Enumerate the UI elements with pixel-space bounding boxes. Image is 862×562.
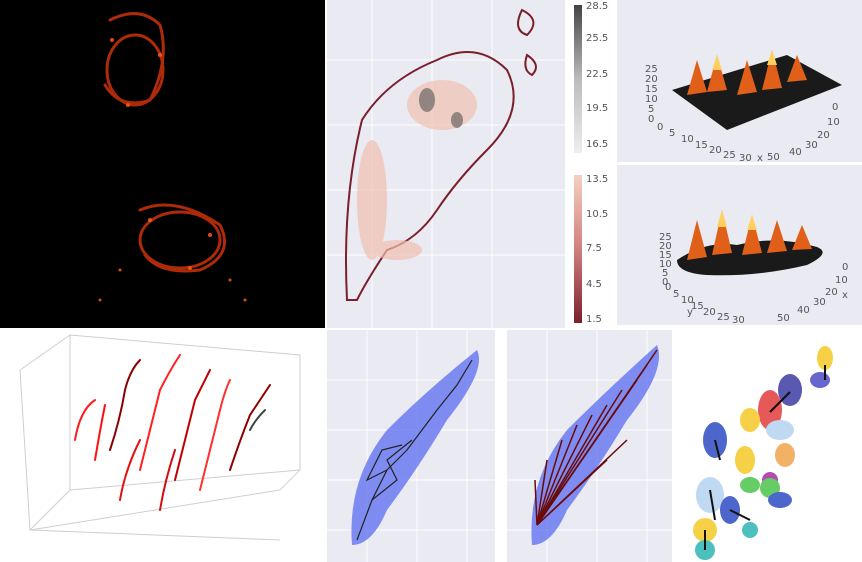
y-tick: 0 <box>657 122 663 133</box>
x-tick: 10 <box>827 117 840 128</box>
y-tick: 10 <box>681 134 694 145</box>
colorbar-tick: 16.5 <box>586 139 609 150</box>
x-tick: 40 <box>797 305 810 316</box>
x-tick: 0 <box>832 102 838 113</box>
colorbar: 28.5 25.5 22.5 19.5 16.5 13.5 10.5 7.5 4… <box>570 0 615 328</box>
fan-lines-plot <box>507 330 672 562</box>
y-tick: 5 <box>673 289 679 300</box>
colorbar-lower <box>574 175 582 323</box>
z-tick: 0 <box>662 277 668 288</box>
colorbar-tick: 10.5 <box>586 209 609 220</box>
graph-network-plot <box>327 330 495 562</box>
colorbar-tick: 13.5 <box>586 174 609 185</box>
x-tick: 20 <box>825 287 838 298</box>
trajectory-3d-plot <box>0 330 320 562</box>
surface-plot-bottom: 25 20 15 10 5 0 0 5 10 15 20 25 30 y 0 1… <box>617 165 862 325</box>
z-tick: 25 <box>645 64 658 75</box>
z-tick: 15 <box>645 84 658 95</box>
y-tick: 30 <box>732 315 745 325</box>
z-tick: 5 <box>648 104 654 115</box>
y-tick: 15 <box>691 301 704 312</box>
y-tick: 0 <box>665 282 671 293</box>
y-tick: 25 <box>723 150 736 161</box>
colorbar-tick: 19.5 <box>586 103 609 114</box>
x-tick: 0 <box>842 262 848 273</box>
microscopy-image <box>0 0 325 328</box>
z-tick: 20 <box>645 74 658 85</box>
x-axis-label: x <box>842 290 848 301</box>
x-tick: 10 <box>835 275 848 286</box>
z-tick: 25 <box>659 232 672 243</box>
ellipse-clusters-plot <box>680 330 862 562</box>
y-axis-label: y <box>687 307 693 318</box>
z-tick: 20 <box>659 241 672 252</box>
colorbar-tick: 7.5 <box>586 243 602 254</box>
x-tick: 30 <box>805 140 818 151</box>
colorbar-tick: 1.5 <box>586 314 602 325</box>
y-tick: 10 <box>681 295 694 306</box>
y-tick: 5 <box>669 128 675 139</box>
colorbar-tick: 22.5 <box>586 69 609 80</box>
y-tick: 25 <box>717 312 730 323</box>
y-tick: 15 <box>695 140 708 151</box>
x-tick: 30 <box>813 297 826 308</box>
x-tick: 50 <box>767 152 780 162</box>
z-tick: 10 <box>645 94 658 105</box>
colorbar-upper <box>574 5 582 153</box>
y-tick: 20 <box>709 145 722 156</box>
x-tick: 20 <box>817 130 830 141</box>
z-tick: 15 <box>659 250 672 261</box>
colorbar-tick: 4.5 <box>586 279 602 290</box>
colorbar-tick: 25.5 <box>586 33 609 44</box>
y-tick: 20 <box>703 307 716 318</box>
x-tick: 50 <box>777 313 790 324</box>
z-tick: 10 <box>659 259 672 270</box>
z-tick: 5 <box>662 268 668 279</box>
colorbar-tick: 28.5 <box>586 1 609 12</box>
z-tick: 0 <box>648 114 654 125</box>
y-tick: 30 <box>739 153 752 162</box>
contour-plot <box>327 0 565 328</box>
x-axis-label: x <box>757 153 763 162</box>
x-tick: 40 <box>789 147 802 158</box>
surface-plot-top: 25 20 15 10 5 0 0 5 10 15 20 25 30 0 10 … <box>617 0 862 162</box>
